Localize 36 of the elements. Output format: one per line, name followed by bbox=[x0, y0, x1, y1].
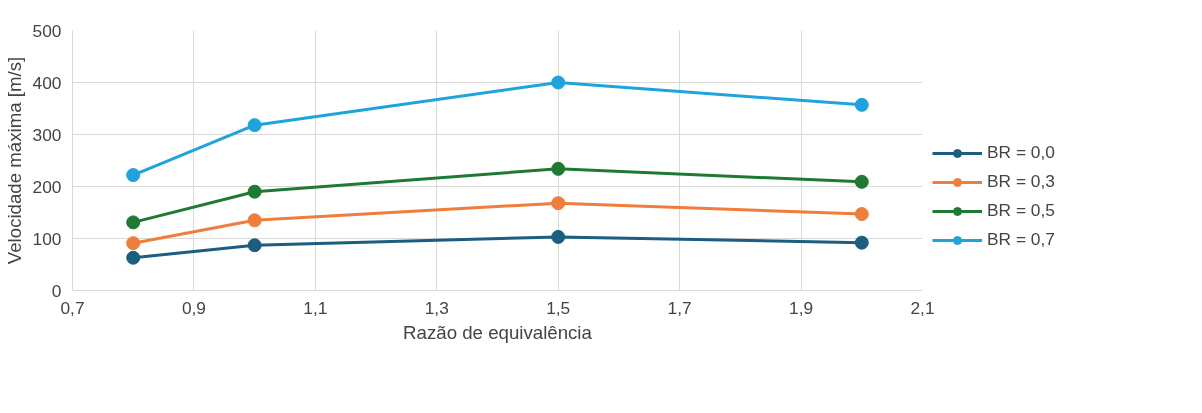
point bbox=[551, 229, 566, 244]
y-axis-title: Velocidade máxima [m/s] bbox=[3, 56, 25, 265]
x-tick-label: 0,9 bbox=[181, 297, 206, 318]
y-tick-label: 500 bbox=[32, 20, 62, 41]
point bbox=[126, 168, 141, 183]
y-tick-label: 400 bbox=[32, 72, 62, 93]
x-tick-label: 1,1 bbox=[303, 297, 328, 318]
x-tick-label: 1,7 bbox=[667, 297, 692, 318]
legend-label: BR = 0,0 bbox=[987, 142, 1055, 163]
legend-label: BR = 0,5 bbox=[987, 200, 1055, 221]
point bbox=[126, 236, 141, 251]
point bbox=[854, 97, 869, 112]
point bbox=[126, 250, 141, 265]
x-tick-label: 2,1 bbox=[910, 297, 935, 318]
y-tick-label: 100 bbox=[32, 228, 62, 249]
point bbox=[551, 75, 566, 90]
x-tick-label: 1,5 bbox=[546, 297, 571, 318]
point bbox=[247, 238, 262, 253]
point bbox=[854, 235, 869, 250]
x-tick-label: 0,7 bbox=[60, 297, 85, 318]
point bbox=[551, 196, 566, 211]
point bbox=[551, 161, 566, 176]
y-tick-label: 300 bbox=[32, 124, 62, 145]
x-tick-label: 1,9 bbox=[789, 297, 814, 318]
legend-label: BR = 0,3 bbox=[987, 171, 1055, 192]
point bbox=[854, 174, 869, 189]
point bbox=[126, 215, 141, 230]
x-axis-title: Razão de equivalência bbox=[403, 321, 593, 343]
point bbox=[247, 213, 262, 228]
point bbox=[247, 118, 262, 133]
point bbox=[247, 184, 262, 199]
y-tick-label: 200 bbox=[32, 176, 62, 197]
point bbox=[854, 207, 869, 222]
x-tick-label: 1,3 bbox=[424, 297, 449, 318]
legend-label: BR = 0,7 bbox=[987, 229, 1055, 250]
y-tick-label: 0 bbox=[51, 280, 62, 301]
